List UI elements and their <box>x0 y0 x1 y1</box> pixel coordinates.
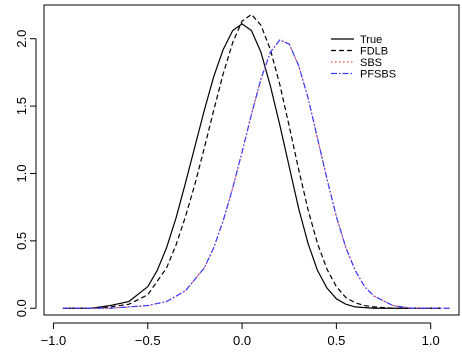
series-line-pfsbs <box>62 39 450 309</box>
x-tick-label: −1.0 <box>41 333 67 348</box>
y-tick-label: 1.5 <box>14 97 29 115</box>
legend-label-fdlb: FDLB <box>360 46 388 58</box>
series-line-true <box>62 23 441 309</box>
x-tick-label: −0.5 <box>135 333 161 348</box>
x-tick-label: 1.0 <box>422 333 440 348</box>
legend-label-true: True <box>360 34 382 46</box>
legend-label-pfsbs: PFSBS <box>360 69 396 81</box>
series-line-fdlb <box>62 13 441 309</box>
x-tick-label: 0.0 <box>233 333 251 348</box>
plot-frame <box>43 4 460 316</box>
y-tick-label: 1.0 <box>14 164 29 182</box>
y-tick-label: 0.5 <box>14 232 29 250</box>
y-tick-label: 0.0 <box>14 299 29 317</box>
legend-label-sbs: SBS <box>360 57 382 69</box>
axes-layer: −1.0 −0.5 0.0 0.5 1.0 0.0 0.5 1.0 1.5 2.0 <box>14 30 440 348</box>
series-layer <box>62 13 450 309</box>
y-tick-label: 2.0 <box>14 30 29 48</box>
x-tick-label: 0.5 <box>327 333 345 348</box>
